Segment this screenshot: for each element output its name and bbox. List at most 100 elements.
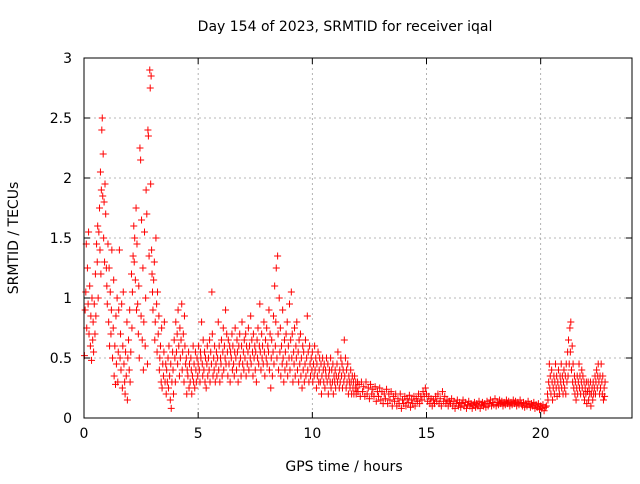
data-point: [130, 222, 138, 230]
data-point: [334, 348, 342, 356]
data-point: [375, 392, 383, 400]
y-tick-label: 3: [63, 51, 72, 67]
data-point: [159, 372, 167, 380]
data-point: [236, 330, 244, 338]
x-tick-label: 20: [532, 426, 550, 442]
data-point: [340, 336, 348, 344]
y-tick-label: 0.5: [50, 351, 72, 367]
data-point: [309, 378, 317, 386]
data-point: [103, 282, 111, 290]
data-point: [353, 384, 361, 392]
data-point: [217, 336, 225, 344]
data-point: [115, 306, 123, 314]
data-point: [143, 360, 151, 368]
data-point: [567, 366, 575, 374]
data-point: [416, 400, 424, 408]
data-point: [137, 156, 145, 164]
data-point: [96, 168, 104, 176]
data-point: [113, 294, 121, 302]
data-point: [540, 407, 548, 415]
data-point: [214, 318, 222, 326]
data-point: [123, 318, 131, 326]
data-point: [106, 288, 114, 296]
data-point: [299, 342, 307, 350]
data-point: [286, 366, 294, 374]
y-axis-label: SRMTID / TECUs: [6, 182, 22, 295]
data-point: [95, 228, 103, 236]
data-point: [94, 222, 102, 230]
data-point: [263, 360, 271, 368]
data-point: [599, 372, 607, 380]
data-point: [86, 342, 94, 350]
data-point: [143, 210, 151, 218]
data-point: [371, 383, 379, 391]
data-point: [208, 330, 216, 338]
data-point: [110, 372, 118, 380]
data-point: [116, 354, 124, 362]
data-point: [176, 354, 184, 362]
data-point: [229, 342, 237, 350]
data-point: [270, 360, 278, 368]
y-tick-label: 2: [63, 171, 72, 187]
x-tick-label: 5: [194, 426, 203, 442]
data-point: [441, 392, 449, 400]
data-point: [100, 198, 108, 206]
data-point: [351, 372, 359, 380]
data-point: [491, 395, 499, 403]
data-point: [118, 384, 126, 392]
data-point: [408, 396, 416, 404]
data-point: [233, 348, 241, 356]
data-point: [411, 402, 419, 410]
data-point: [88, 356, 96, 364]
data-point: [566, 348, 574, 356]
data-point: [212, 348, 220, 356]
data-point: [97, 270, 105, 278]
data-point: [291, 324, 299, 332]
data-point: [191, 384, 199, 392]
data-point: [569, 360, 577, 368]
data-point: [98, 114, 106, 122]
data-point: [548, 366, 556, 374]
data-point: [387, 388, 395, 396]
data-point: [589, 396, 597, 404]
data-point: [82, 288, 90, 296]
data-point: [245, 366, 253, 374]
data-point: [139, 264, 147, 272]
data-point: [144, 132, 152, 140]
data-point: [201, 348, 209, 356]
data-point: [542, 402, 550, 410]
data-point: [567, 318, 575, 326]
data-point: [167, 360, 175, 368]
data-point: [174, 360, 182, 368]
data-point: [271, 282, 279, 290]
data-point: [457, 403, 465, 411]
data-point: [396, 390, 404, 398]
data-point: [545, 360, 553, 368]
data-point: [274, 330, 282, 338]
data-point: [268, 336, 276, 344]
data-point: [147, 180, 155, 188]
data-point: [273, 354, 281, 362]
data-point: [155, 312, 163, 320]
data-point: [172, 348, 180, 356]
data-point: [126, 378, 134, 386]
data-point: [254, 324, 262, 332]
data-point: [131, 234, 139, 242]
data-point: [287, 288, 295, 296]
data-point: [129, 252, 137, 260]
data-point: [224, 336, 232, 344]
data-point: [163, 366, 171, 374]
data-point: [260, 318, 268, 326]
data-point: [156, 354, 164, 362]
data-point: [266, 330, 274, 338]
data-point: [136, 144, 144, 152]
data-point: [280, 378, 288, 386]
data-point: [150, 276, 158, 284]
data-point: [282, 330, 290, 338]
data-point: [272, 318, 280, 326]
data-point: [206, 336, 214, 344]
data-point: [103, 300, 111, 308]
data-point: [125, 366, 133, 374]
data-point: [565, 336, 573, 344]
